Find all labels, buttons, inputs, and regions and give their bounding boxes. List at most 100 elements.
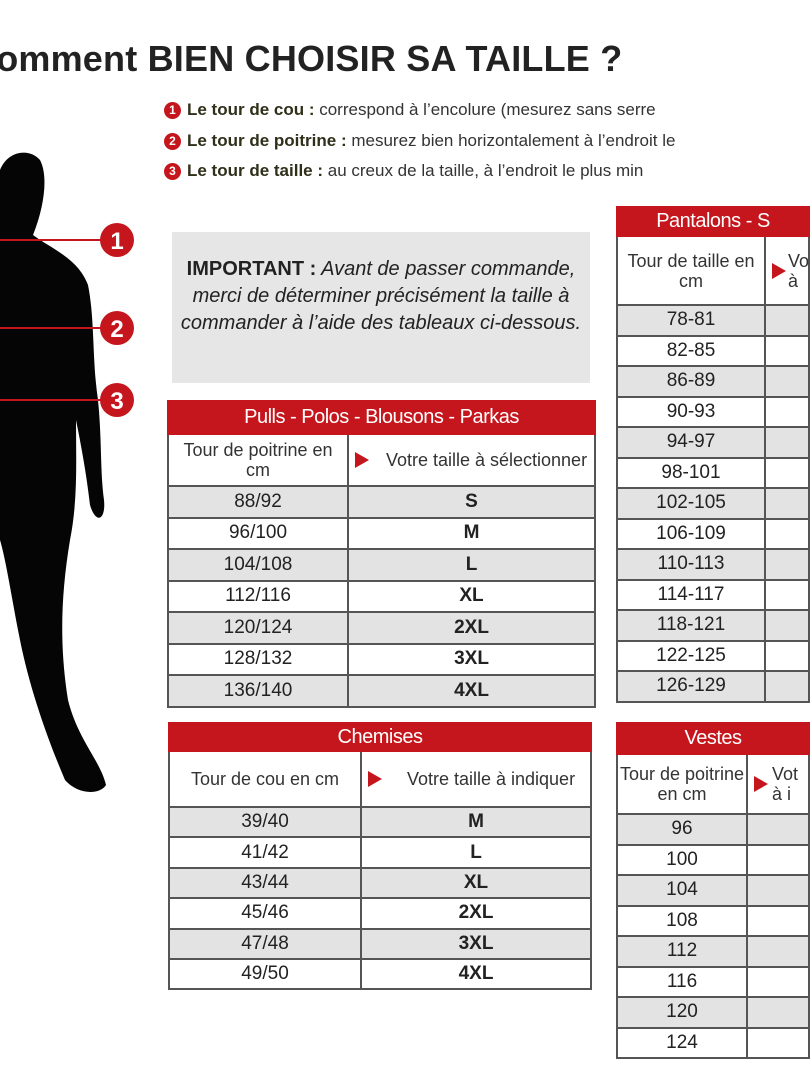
column-header-measure: Tour de cou en cm: [168, 750, 362, 808]
measure-cell: 86-89: [616, 365, 766, 398]
size-cell: [763, 578, 810, 611]
size-cell: [763, 639, 810, 672]
arrow-right-icon: [355, 452, 369, 468]
measure-cell: 90-93: [616, 395, 766, 428]
measure-cell: 114-117: [616, 578, 766, 611]
marker-label: 3: [110, 388, 123, 415]
size-cell: 2XL: [359, 897, 593, 930]
table-row: 100: [616, 843, 810, 876]
measure-neck: 1 Le tour de cou : correspond à l’encolur…: [164, 100, 656, 120]
table-row: 120: [616, 996, 810, 1029]
table-title: Chemises: [167, 722, 593, 752]
size-cell: [763, 548, 810, 581]
table-row: 112: [616, 935, 810, 968]
column-header-size: Vot à i: [745, 753, 810, 815]
measure-cell: 110-113: [616, 548, 766, 581]
measure-cell: 126-129: [616, 670, 766, 703]
table-row: 102-105: [616, 487, 810, 520]
measure-chest: 2 Le tour de poitrine : mesurez bien hori…: [164, 131, 675, 151]
column-header-size: Vo à: [763, 235, 810, 306]
size-cell: [763, 609, 810, 642]
table-row: 96: [616, 813, 810, 846]
measure-cell: 116: [616, 965, 748, 998]
table-row: 110-113: [616, 548, 810, 581]
measure-cell: 104/108: [167, 548, 349, 582]
measure-cell: 136/140: [167, 674, 349, 708]
measure-cell: 100: [616, 843, 748, 876]
size-cell: [763, 395, 810, 428]
column-header-size: Votre taille à sélectionner: [346, 433, 597, 487]
column-header-size-text: Votre taille à indiquer: [406, 769, 576, 789]
table-row: 128/132 3XL: [167, 642, 597, 676]
measure-cell: 124: [616, 1026, 748, 1059]
silhouette-icon: [0, 152, 106, 792]
measure-cell: 96: [616, 813, 748, 846]
measure-cell: 118-121: [616, 609, 766, 642]
measure-cell: 88/92: [167, 485, 349, 519]
marker-1-icon: [100, 223, 134, 257]
size-cell: XL: [346, 579, 597, 613]
measure-cell: 112: [616, 935, 748, 968]
size-cell: [763, 426, 810, 459]
table-row: 108: [616, 904, 810, 937]
body-silhouette-illustration: 1 2 3: [0, 152, 134, 792]
size-cell: [745, 874, 810, 907]
measure-cell: 128/132: [167, 642, 349, 676]
size-cell: [745, 813, 810, 846]
size-cell: 3XL: [359, 927, 593, 960]
table-row: 124: [616, 1026, 810, 1059]
arrow-right-icon: [754, 776, 768, 792]
arrow-right-icon: [368, 771, 382, 787]
size-cell: [763, 304, 810, 337]
measure-cell: 120: [616, 996, 748, 1029]
table-row: 104: [616, 874, 810, 907]
measure-label: Le tour de poitrine :: [187, 131, 347, 150]
measure-cell: 96/100: [167, 516, 349, 550]
measure-cell: 122-125: [616, 639, 766, 672]
marker-label: 1: [110, 228, 123, 255]
marker-2-icon: [100, 311, 134, 345]
size-cell: 3XL: [346, 642, 597, 676]
important-text: Avant de passer commande, merci de déter…: [180, 258, 582, 334]
measure-label: Le tour de cou :: [187, 100, 315, 119]
measure-markers: 1 2 3: [0, 223, 134, 417]
marker-3-icon: [100, 383, 134, 417]
table-row: 49/50 4XL: [168, 957, 593, 991]
measure-cell: 98-101: [616, 456, 766, 489]
size-cell: L: [359, 836, 593, 869]
size-cell: 4XL: [359, 957, 593, 991]
table-row: 94-97: [616, 426, 810, 459]
table-row: 120/124 2XL: [167, 611, 597, 645]
size-table-pantalons: Pantalons - S Tour de taille en cm Vo à 78-…: [615, 206, 810, 703]
table-row: 82-85: [616, 334, 810, 367]
number-2-icon: 2: [164, 133, 181, 150]
size-cell: [745, 935, 810, 968]
table-row: 118-121: [616, 609, 810, 642]
measure-cell: 41/42: [168, 836, 362, 869]
measure-text: correspond à l’encolure (mesurez sans se…: [314, 100, 656, 119]
size-cell: S: [346, 485, 597, 519]
column-header-size-text: Vot à i: [772, 764, 799, 804]
table-row: 47/48 3XL: [168, 927, 593, 960]
arrow-right-icon: [772, 262, 786, 279]
size-cell: [745, 843, 810, 876]
measure-cell: 49/50: [168, 957, 362, 991]
measure-cell: 43/44: [168, 866, 362, 900]
size-table-chemises: Chemises Tour de cou en cm Votre taille à …: [167, 722, 593, 991]
size-cell: 2XL: [346, 611, 597, 645]
measure-waist: 3 Le tour de taille : au creux de la tail…: [164, 161, 643, 181]
table-row: 104/108 L: [167, 548, 597, 582]
table-row: 112/116 XL: [167, 579, 597, 613]
size-cell: [763, 517, 810, 550]
size-table-vestes: Vestes Tour de poitrine en cm Vot à i 96 100…: [615, 722, 810, 1059]
table-row: 106-109: [616, 517, 810, 550]
table-row: 126-129: [616, 670, 810, 703]
size-cell: 4XL: [346, 674, 597, 708]
table-row: 45/46 2XL: [168, 897, 593, 930]
table-row: 86-89: [616, 365, 810, 398]
table-title: Pantalons - S: [615, 206, 810, 237]
table-row: 39/40 M: [168, 805, 593, 839]
size-cell: XL: [359, 866, 593, 900]
measure-cell: 108: [616, 904, 748, 937]
table-title: Vestes: [615, 722, 810, 755]
